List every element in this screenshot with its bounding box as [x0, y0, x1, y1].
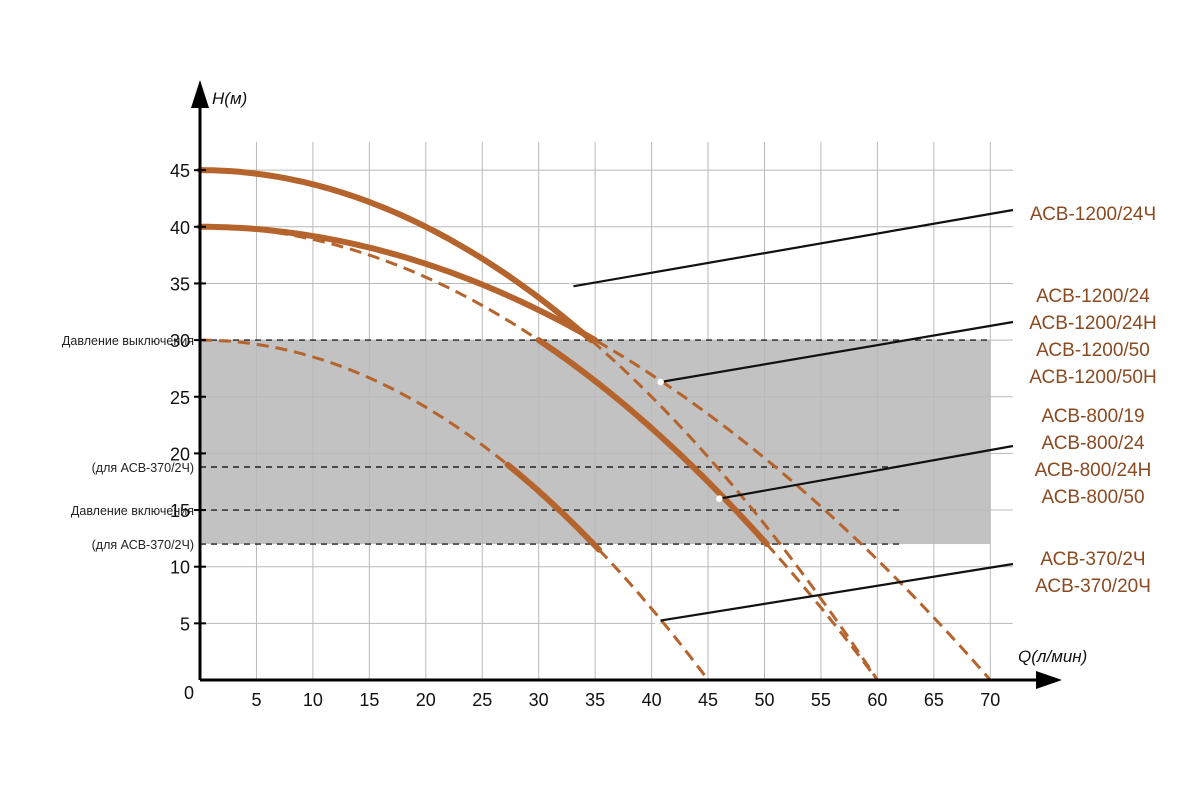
model-label: АСВ-1200/24Н: [1029, 313, 1156, 334]
x-tick-label: 55: [811, 690, 831, 710]
annotation-point: [653, 617, 661, 625]
annotation-point: [657, 378, 664, 386]
curve-solid-segment: [535, 337, 770, 547]
curve-dashed-upper: [200, 338, 509, 466]
annotation-point: [567, 283, 574, 291]
y-tick-label: 25: [170, 388, 190, 408]
y-tick-label: 35: [170, 274, 190, 294]
annotation-leader-line: [657, 562, 1014, 623]
x-tick-label: 20: [416, 690, 436, 710]
y-tick-label: 20: [170, 444, 190, 464]
curve-dashed-upper: [200, 225, 540, 342]
grid-group: [200, 141, 1013, 680]
annotation-leader-line: [719, 444, 1014, 500]
x-tick-label: 5: [251, 690, 261, 710]
annotation-point: [716, 495, 723, 503]
x-tick-label: 15: [359, 690, 379, 710]
y-tick-label: 15: [170, 501, 190, 521]
y-axis-title: H(м): [212, 89, 247, 108]
annotations-group: АСВ-1200/24Ч АСВ-1200/24 АСВ-1200/24Н АСВ-1…: [567, 204, 1157, 625]
model-label: АСВ-800/19: [1041, 406, 1144, 427]
model-label: АСВ-800/24: [1041, 433, 1145, 454]
x-tick-label: 50: [754, 690, 774, 710]
pressure-lines-group: Давление выключения (для АСВ-370/2Ч) Давле…: [62, 334, 991, 552]
pressure-label: (для АСВ-370/2Ч): [92, 538, 194, 552]
annotation-leader-line: [570, 208, 1014, 288]
model-label: АСВ-800/24Н: [1035, 460, 1152, 481]
curve-dashed-lower: [597, 548, 710, 681]
y-tick-label: 5: [180, 614, 190, 634]
curve-solid-segment: [504, 461, 602, 553]
y-tick-label: 45: [170, 161, 190, 181]
x-tick-label: 45: [698, 690, 718, 710]
y-tick-label: 40: [170, 218, 190, 238]
annotation-leader-line: [660, 320, 1014, 384]
x-tick-label: 25: [472, 690, 492, 710]
x-tick-label: 40: [642, 690, 662, 710]
x-tick-label: 30: [529, 690, 549, 710]
pressure-label: (для АСВ-370/2Ч): [92, 461, 194, 475]
y-tick-label: 10: [170, 558, 190, 578]
y-axis-arrow: [191, 80, 209, 108]
model-label: АСВ-370/20Ч: [1035, 576, 1151, 597]
model-label: АСВ-1200/50Н: [1029, 367, 1156, 388]
model-label: АСВ-370/2Ч: [1040, 549, 1145, 570]
curve-dashed-lower: [199, 168, 879, 681]
x-axis-arrow: [1036, 671, 1062, 689]
pressure-label: Давление включения: [71, 504, 194, 518]
pressure-label: Давление выключения: [62, 334, 194, 348]
y-tick-label: 30: [170, 331, 190, 351]
model-label: АСВ-1200/50: [1036, 340, 1150, 361]
x-tick-label: 35: [585, 690, 605, 710]
x-tick-label: 60: [867, 690, 887, 710]
origin-label: 0: [184, 683, 194, 703]
x-tick-label: 70: [980, 690, 1000, 710]
x-axis-title: Q(л/мин): [1018, 647, 1087, 666]
model-label: АСВ-1200/24Ч: [1030, 204, 1156, 225]
model-label: АСВ-800/50: [1041, 487, 1144, 508]
axes-group: H(м) Q(л/мин) 0: [184, 80, 1087, 703]
curve-dashed-lower: [199, 225, 992, 681]
model-label: АСВ-1200/24: [1036, 286, 1150, 307]
curves-group: [197, 167, 992, 681]
tick-labels-group: 5 10 15 20 25 30 35 40 45 50 55 60 65 70 5 10 15 20 25 30 35…: [170, 161, 1000, 710]
x-tick-label: 65: [924, 690, 944, 710]
curve-dashed-lower: [765, 543, 879, 681]
x-tick-label: 10: [303, 690, 323, 710]
